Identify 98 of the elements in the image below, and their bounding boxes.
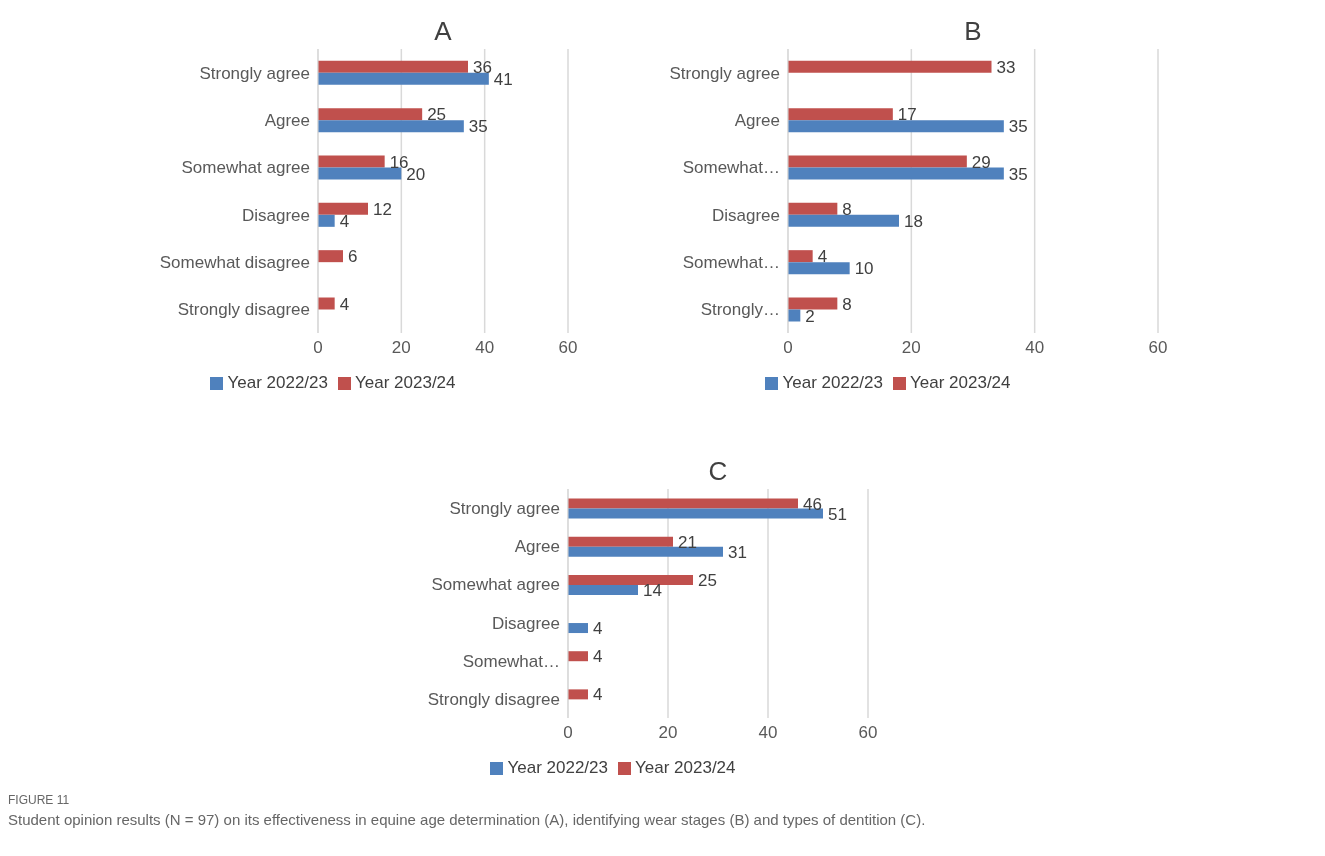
chart-title: A [433, 15, 453, 48]
bar [318, 120, 464, 133]
data-label: 14 [643, 580, 662, 600]
bar [788, 108, 893, 121]
bar [568, 574, 693, 585]
bar [788, 297, 838, 310]
x-tick-label: 40 [758, 723, 778, 743]
bar [568, 584, 638, 595]
bar [788, 167, 1004, 180]
x-tick-label: 0 [783, 338, 793, 358]
data-label: 35 [1008, 117, 1028, 137]
data-label: 10 [854, 259, 874, 279]
data-label: 31 [728, 542, 747, 562]
bar [318, 167, 402, 180]
data-label: 4 [593, 619, 603, 639]
bar [318, 250, 343, 263]
y-tick-label: Somewhat agree [181, 158, 310, 178]
bar [568, 623, 588, 634]
y-tick-label: Strongly agree [669, 63, 780, 83]
y-tick-label: Strongly agree [449, 499, 560, 519]
bar [318, 60, 468, 73]
bar [788, 155, 967, 168]
data-label: 29 [971, 152, 991, 172]
data-label: 51 [828, 504, 847, 524]
bar [788, 214, 899, 227]
y-tick-label: Strongly… [700, 300, 780, 320]
bar [788, 262, 850, 275]
y-tick-label: Strongly disagree [427, 689, 560, 709]
data-label: 17 [897, 105, 917, 125]
bar [788, 202, 838, 215]
bar [788, 60, 992, 73]
data-label: 35 [468, 117, 488, 137]
data-label: 4 [593, 647, 603, 667]
y-tick-label: Disagree [491, 613, 560, 633]
x-tick-label: 20 [901, 338, 921, 358]
chart-title: C [707, 455, 729, 488]
data-label: 35 [1008, 164, 1028, 184]
bar [318, 297, 335, 310]
y-tick-label: Disagree [241, 205, 310, 225]
data-label: 4 [339, 211, 350, 231]
bar [568, 689, 588, 700]
data-label: 4 [339, 294, 350, 314]
bar [568, 498, 798, 509]
data-label: 21 [678, 532, 697, 552]
data-label: 4 [817, 247, 828, 267]
y-tick-label: Somewhat… [462, 651, 560, 671]
data-label: 33 [996, 57, 1016, 77]
x-tick-label: 0 [313, 338, 323, 358]
bar [318, 72, 489, 85]
bar [788, 250, 813, 263]
bar [568, 546, 723, 557]
y-tick-label: Somewhat agree [431, 575, 560, 595]
bar [318, 108, 423, 121]
bar [568, 508, 823, 519]
y-tick-label: Disagree [711, 205, 780, 225]
legend-label: Year 2023/24 [910, 373, 1011, 392]
legend-label: Year 2022/23 [507, 758, 608, 777]
x-tick-label: 0 [563, 723, 573, 743]
bar [568, 651, 588, 662]
y-tick-label: Agree [734, 111, 780, 131]
x-tick-label: 40 [1025, 338, 1045, 358]
caption: FIGURE 11 [8, 793, 71, 807]
legend-label: Year 2023/24 [635, 758, 736, 777]
x-tick-label: 60 [858, 723, 878, 743]
y-tick-label: Somewhat disagree [159, 253, 310, 273]
legend-label: Year 2022/23 [227, 373, 328, 392]
y-tick-label: Agree [264, 111, 310, 131]
data-label: 8 [842, 294, 852, 314]
bar [788, 120, 1004, 133]
data-label: 8 [842, 199, 852, 219]
data-label: 18 [904, 211, 923, 231]
legend-label: Year 2023/24 [355, 373, 456, 392]
x-tick-label: 60 [1148, 338, 1168, 358]
x-tick-label: 20 [391, 338, 411, 358]
bar [318, 202, 368, 215]
bar [318, 214, 335, 227]
data-label: 25 [698, 570, 717, 590]
x-tick-label: 40 [475, 338, 495, 358]
y-tick-label: Strongly disagree [177, 300, 310, 320]
y-tick-label: Somewhat… [682, 253, 780, 273]
x-tick-label: 20 [658, 723, 678, 743]
legend-label: Year 2022/23 [782, 373, 883, 392]
data-label: 12 [373, 199, 392, 219]
bar [568, 536, 673, 547]
data-label: 6 [348, 247, 358, 267]
text: Student opinion results (N = 97) on its effectiveness in equine age determination (A), identifying wear stages (B) and types of dentition (C). [8, 811, 926, 828]
bar [318, 155, 385, 168]
data-label: 4 [593, 685, 603, 705]
data-label: 46 [803, 494, 822, 514]
data-label: 41 [493, 69, 513, 89]
data-label: 2 [805, 306, 815, 326]
x-tick-label: 60 [558, 338, 578, 358]
y-tick-label: Agree [514, 537, 560, 557]
chart-title: B [963, 15, 983, 48]
data-label: 25 [427, 105, 447, 125]
y-tick-label: Somewhat… [682, 158, 780, 178]
y-tick-label: Strongly agree [199, 63, 310, 83]
data-label: 36 [473, 57, 492, 77]
